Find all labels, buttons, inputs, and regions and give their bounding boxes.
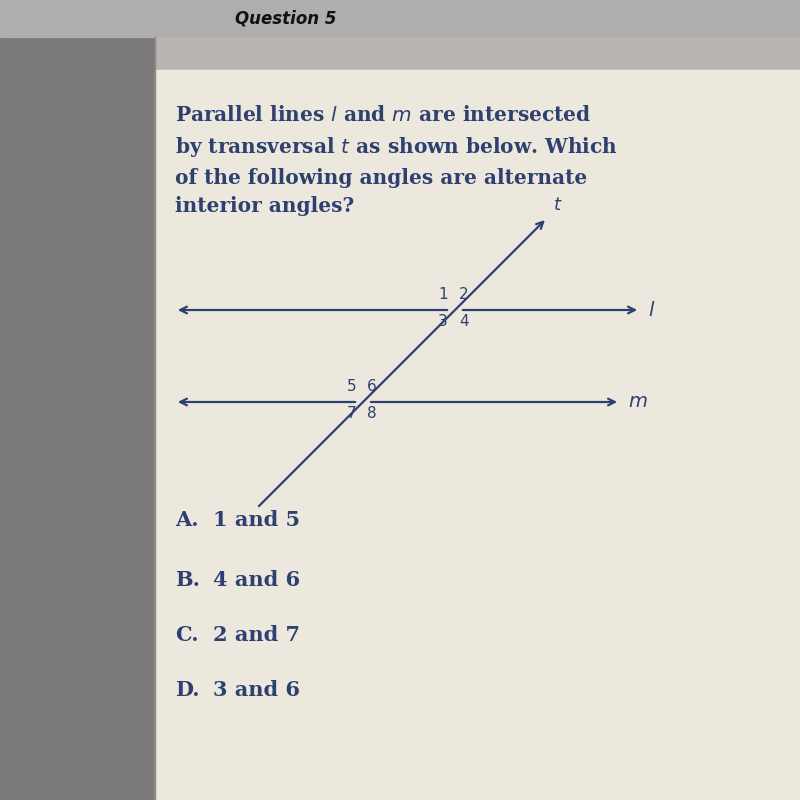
Bar [0, 0, 155, 800]
Text: 4 and 6: 4 and 6 [213, 570, 300, 590]
Bar [155, 37, 800, 70]
Text: 3: 3 [438, 314, 448, 330]
Text: 5: 5 [346, 378, 356, 394]
Text: $t$: $t$ [553, 196, 562, 214]
Text: 6: 6 [367, 378, 377, 394]
Text: 3 and 6: 3 and 6 [213, 680, 300, 700]
Text: 8: 8 [367, 406, 377, 421]
Text: 1 and 5: 1 and 5 [213, 510, 300, 530]
Text: Parallel lines $l$ and $m$ are intersected
by transversal $t$ as shown below. Wh: Parallel lines $l$ and $m$ are intersect… [175, 105, 618, 217]
Text: 7: 7 [346, 406, 356, 421]
Text: A.: A. [175, 510, 198, 530]
Text: 2: 2 [459, 286, 469, 302]
Text: B.: B. [175, 570, 200, 590]
Text: Question 5: Question 5 [235, 10, 337, 28]
Text: $m$: $m$ [628, 393, 648, 411]
Bar [155, 70, 800, 800]
Text: 2 and 7: 2 and 7 [213, 625, 300, 645]
Bar [0, 0, 800, 37]
Text: $l$: $l$ [648, 301, 655, 319]
Text: 1: 1 [438, 286, 448, 302]
Text: 4: 4 [459, 314, 469, 330]
Text: C.: C. [175, 625, 198, 645]
Text: D.: D. [175, 680, 200, 700]
